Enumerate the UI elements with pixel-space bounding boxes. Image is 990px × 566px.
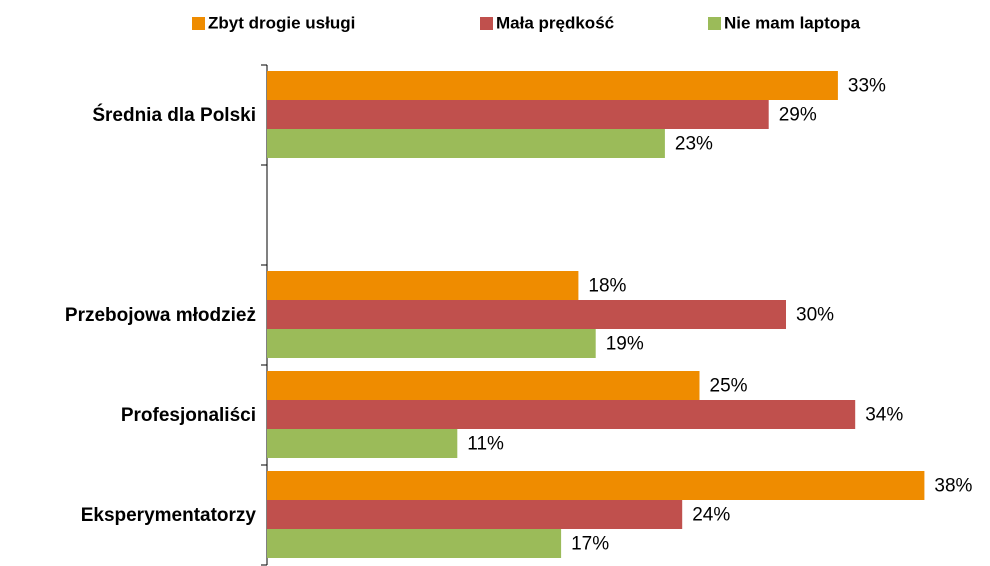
data-label: 17% (571, 534, 609, 555)
data-label: 34% (865, 405, 903, 426)
data-label: 23% (675, 134, 713, 155)
category-label-box: Średnia dla Polski (0, 65, 256, 165)
data-label: 38% (934, 476, 972, 497)
bar (267, 71, 838, 100)
category-label-box: Profesjonaliści (0, 365, 256, 465)
bar (267, 329, 596, 358)
bar (267, 429, 458, 458)
data-label: 33% (848, 76, 886, 97)
bar (267, 100, 769, 129)
category-label-box: Eksperymentatorzy (0, 465, 256, 565)
data-label: 29% (779, 105, 817, 126)
legend-label: Nie mam laptopa (724, 13, 861, 32)
legend-label: Mała prędkość (496, 13, 614, 32)
bar (267, 500, 683, 529)
data-label: 18% (588, 276, 626, 297)
legend-swatch (480, 17, 493, 30)
bar (267, 300, 786, 329)
bar (267, 271, 579, 300)
data-label: 30% (796, 305, 834, 326)
legend-label: Zbyt drogie usługi (208, 13, 355, 32)
category-label: Profesjonaliści (120, 404, 256, 426)
bar (267, 400, 856, 429)
bar (267, 529, 562, 558)
category-label: Eksperymentatorzy (80, 504, 256, 526)
category-label: Średnia dla Polski (92, 104, 256, 126)
legend-swatch (192, 17, 205, 30)
data-label: 11% (467, 434, 504, 455)
category-label-box: Przebojowa młodzież (0, 265, 256, 365)
data-label: 19% (606, 334, 644, 355)
legend-swatch (708, 17, 721, 30)
category-label: Przebojowa młodzież (64, 304, 256, 326)
data-label: 24% (692, 505, 730, 526)
bar (267, 371, 700, 400)
data-label: 25% (710, 376, 748, 397)
bar (267, 129, 665, 158)
bar (267, 471, 925, 500)
